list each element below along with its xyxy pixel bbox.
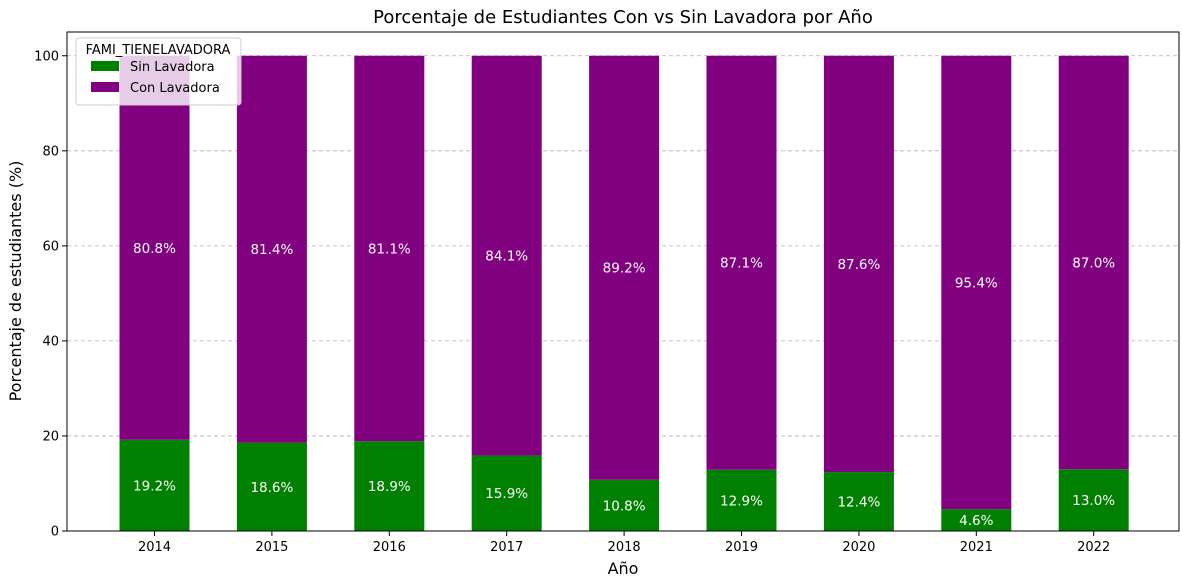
x-axis-ticks: 2014 2015 2016 2017 2018 2019 2020 2021 2022 (138, 531, 1110, 555)
bar-value-label: 18.9% (368, 479, 411, 495)
bars (119, 55, 1129, 531)
bar-sin-lavadora (1058, 469, 1129, 531)
bar-con-lavadora (354, 55, 425, 442)
chart-title: Porcentaje de Estudiantes Con vs Sin Lav… (373, 7, 873, 28)
bar-value-label: 10.8% (603, 498, 646, 514)
bar-sin-lavadora (823, 472, 894, 531)
y-tick-label: 0 (51, 525, 59, 540)
x-tick-label: 2021 (960, 540, 993, 555)
x-axis-label: Año (608, 559, 639, 577)
y-tick-label: 40 (42, 334, 59, 349)
x-tick-label: 2018 (608, 540, 641, 555)
legend-title: FAMI_TIENELAVADORA (86, 43, 231, 58)
bar-value-label: 89.2% (603, 261, 646, 277)
bar-sin-lavadora (236, 442, 307, 531)
bar-sin-lavadora (119, 439, 190, 531)
bar-con-lavadora (941, 55, 1012, 510)
bar-sin-lavadora (941, 509, 1012, 531)
bar-value-label: 13.0% (1072, 493, 1115, 509)
y-axis-label: Porcentaje de estudiantes (%) (6, 161, 25, 402)
bar-con-lavadora (1058, 55, 1129, 470)
bar-value-label: 87.6% (837, 257, 880, 273)
bar-value-label: 84.1% (485, 249, 528, 265)
x-tick-label: 2019 (725, 540, 758, 555)
x-tick-label: 2016 (373, 540, 406, 555)
bar-value-label: 81.1% (368, 241, 411, 257)
bar-con-lavadora (589, 55, 660, 480)
legend-label: Con Lavadora (130, 81, 220, 96)
bar-con-lavadora (236, 55, 307, 443)
bar-con-lavadora (119, 55, 190, 440)
bar-value-label: 19.2% (133, 478, 176, 494)
y-tick-label: 100 (34, 49, 59, 64)
legend: FAMI_TIENELAVADORA Sin Lavadora Con Lavad… (75, 37, 242, 106)
bar-sin-lavadora (471, 455, 542, 531)
bar-sin-lavadora (706, 469, 777, 531)
bar-con-lavadora (471, 55, 542, 456)
bar-value-label: 80.8% (133, 241, 176, 257)
legend-label: Sin Lavadora (130, 60, 215, 75)
legend-items: Sin Lavadora Con Lavadora (91, 60, 220, 96)
bar-value-label: 87.0% (1072, 255, 1115, 271)
x-tick-label: 2022 (1077, 540, 1110, 555)
y-tick-label: 80 (42, 144, 59, 159)
bar-value-label: 18.6% (250, 480, 293, 496)
bar-value-label: 15.9% (485, 486, 528, 502)
bar-con-lavadora (706, 55, 777, 470)
bar-value-label: 12.4% (837, 495, 880, 511)
plot-frame (66, 31, 1180, 532)
bar-value-label: 81.4% (250, 242, 293, 258)
y-tick-label: 20 (42, 429, 59, 444)
y-tick-label: 60 (42, 239, 59, 254)
x-tick-label: 2020 (842, 540, 875, 555)
bar-labels: 19.2% 80.8% 18.6% 81.4% 18.9% 81.1% 15.9% 84.1%… (133, 241, 1115, 529)
x-tick-label: 2017 (490, 540, 523, 555)
y-axis-ticks: 0 20 40 60 80 100 (34, 49, 67, 540)
legend-swatch (91, 61, 119, 71)
bar-sin-lavadora (589, 479, 660, 531)
x-tick-label: 2014 (138, 540, 171, 555)
bar-value-label: 12.9% (720, 493, 763, 509)
bar-value-label: 87.1% (720, 256, 763, 272)
bar-sin-lavadora (354, 441, 425, 531)
bar-value-label: 95.4% (955, 275, 998, 291)
x-tick-label: 2015 (255, 540, 288, 555)
bar-value-label: 4.6% (959, 513, 993, 529)
bar-con-lavadora (823, 55, 894, 473)
legend-swatch (91, 82, 119, 92)
